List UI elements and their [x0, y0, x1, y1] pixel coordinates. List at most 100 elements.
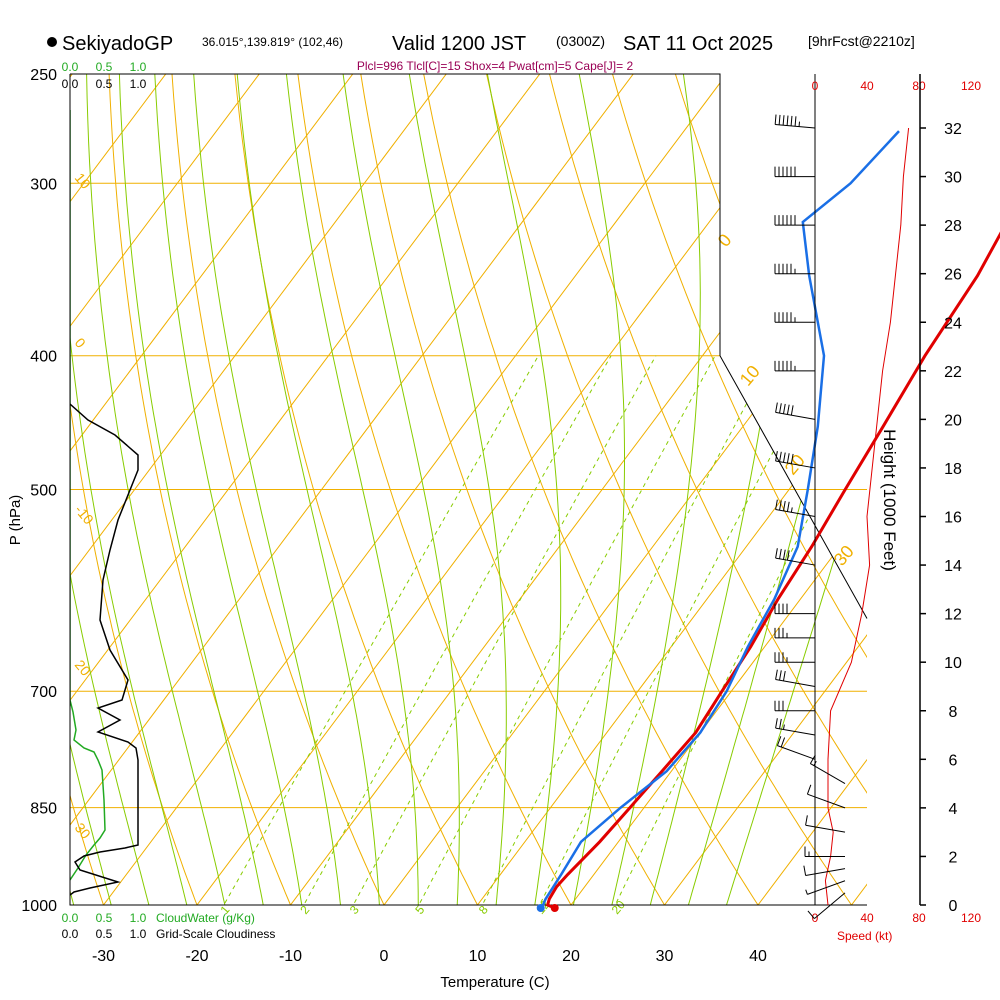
wind-barb-half-flag	[782, 724, 785, 730]
wind-barb	[774, 215, 815, 226]
isotherm-line	[70, 74, 80, 905]
wind-barb	[775, 718, 816, 736]
plot-area	[0, 50, 867, 935]
valid-date: SAT 11 Oct 2025	[623, 33, 773, 55]
wind-barb-half-flag	[813, 761, 817, 766]
wind-barb	[774, 166, 815, 178]
temperature-tick-label: 0	[380, 948, 389, 965]
isotherm-line	[829, 74, 867, 905]
mixing-ratio-label: 20	[609, 897, 629, 916]
cloudiness-tick-label: 0.0	[62, 77, 79, 91]
wind-barb	[804, 846, 845, 857]
wind-barb	[774, 627, 815, 639]
moist-adiabat-line	[339, 74, 460, 905]
wind-barb-flag	[786, 501, 790, 512]
dry-adiabat-line	[107, 74, 304, 905]
moist-adiabat-line	[70, 74, 120, 905]
wind-barb-shaft	[775, 727, 816, 736]
wind-barb-flag	[778, 114, 781, 125]
wind-barb	[775, 451, 816, 469]
cloudwater-label: CloudWater (g/Kg)	[156, 911, 255, 925]
cloudiness-tick-label: 0.5	[96, 77, 113, 91]
wind-speed-tick-label: 120	[961, 79, 981, 93]
isotherm-line	[70, 74, 547, 905]
wind-barb-flag	[807, 910, 815, 919]
cloudwater-bottom-axis: 0.0 0.5 1.0	[62, 911, 147, 925]
height-tick-label: 30	[944, 170, 962, 187]
moist-adiabat-line	[283, 74, 419, 905]
wind-barb-flag	[786, 550, 790, 561]
height-tick-label: 10	[944, 655, 962, 672]
dry-adiabat-line	[70, 74, 114, 905]
pressure-axis: 250 300 400 500 700 850 1000	[21, 67, 57, 915]
wind-speed-label: Speed (kt)	[837, 929, 892, 943]
wind-barb-flag	[775, 451, 778, 462]
wind-barb-flag	[776, 736, 782, 746]
wind-barb-flag	[790, 405, 794, 416]
moist-adiabat-line	[604, 74, 701, 905]
valid-time: Valid 1200 JST	[392, 33, 526, 55]
mixing-ratio-line	[216, 355, 539, 905]
temperature-tick-label: 10	[469, 948, 487, 965]
wind-barb-flag	[779, 548, 782, 559]
dry-adiabat-line	[854, 74, 867, 905]
height-tick-label: 32	[944, 121, 962, 138]
temperature-tick-label: -30	[92, 948, 115, 965]
mixing-ratio-line	[412, 355, 716, 905]
dry-adiabat-line	[356, 74, 683, 905]
height-axis-label: Height (1000 Feet)	[880, 429, 899, 571]
mixing-ratio-labels: 123581220	[217, 897, 628, 916]
dry-adiabat-line	[70, 74, 209, 905]
wind-barb-flag	[803, 865, 807, 876]
dry-adiabat-line	[232, 74, 494, 905]
wind-barb-shaft	[805, 824, 846, 833]
isotherm-line	[70, 74, 454, 905]
wind-barb-flag	[779, 500, 782, 511]
wind-speed-tick-label: 80	[912, 79, 926, 93]
height-tick-label: 28	[944, 218, 962, 235]
x-axis-label: Temperature (C)	[440, 974, 549, 991]
mixing-ratio-line	[346, 355, 657, 905]
isotherm-line	[735, 74, 867, 905]
wind-barb	[774, 700, 815, 712]
wind-barb-flag	[782, 115, 785, 126]
cloudwater-tick-label: 1.0	[130, 60, 147, 74]
wind-barb	[803, 865, 846, 877]
wind-barb	[774, 312, 815, 323]
wind-barb	[805, 815, 846, 833]
height-tick-label: 20	[944, 412, 962, 429]
height-tick-label: 0	[949, 898, 958, 915]
wind-barb-flag	[794, 116, 797, 127]
wind-speed-profile	[824, 127, 910, 906]
isotherm-line	[361, 74, 867, 905]
wind-barb	[775, 499, 816, 517]
wind-barb	[775, 669, 816, 687]
cloudwater-tick-label: 0.5	[96, 911, 113, 925]
wind-barb-flag	[774, 114, 777, 125]
wind-barb	[775, 548, 816, 566]
wind-barb	[806, 784, 846, 809]
wind-barb-half-flag	[790, 507, 793, 513]
dry-adiabat-line	[0, 50, 19, 935]
wind-barb-flag	[782, 670, 786, 681]
wind-barb-shaft	[810, 763, 846, 785]
temperature-tick-label: 20	[562, 948, 580, 965]
wind-barb-flag	[775, 402, 778, 413]
moist-adiabat-line	[70, 74, 195, 905]
isotherm-label: 10	[736, 361, 764, 389]
forecast-info: [9hrFcst@2210z]	[808, 33, 915, 49]
wind-barb	[774, 652, 815, 663]
moist-adiabat-line	[70, 74, 157, 905]
wind-barb-flag	[805, 815, 808, 826]
isotherm-label: 0	[714, 230, 736, 251]
height-tick-label: 26	[944, 267, 962, 284]
y-axis-label: P (hPa)	[7, 495, 24, 546]
wind-barb	[774, 603, 815, 615]
wind-barb-flag	[775, 669, 778, 680]
cloudwater-tick-label: 0.0	[62, 911, 79, 925]
wind-barb-shaft	[814, 892, 846, 919]
wind-barb-flag	[786, 453, 790, 464]
pressure-tick-label: 700	[30, 684, 57, 701]
